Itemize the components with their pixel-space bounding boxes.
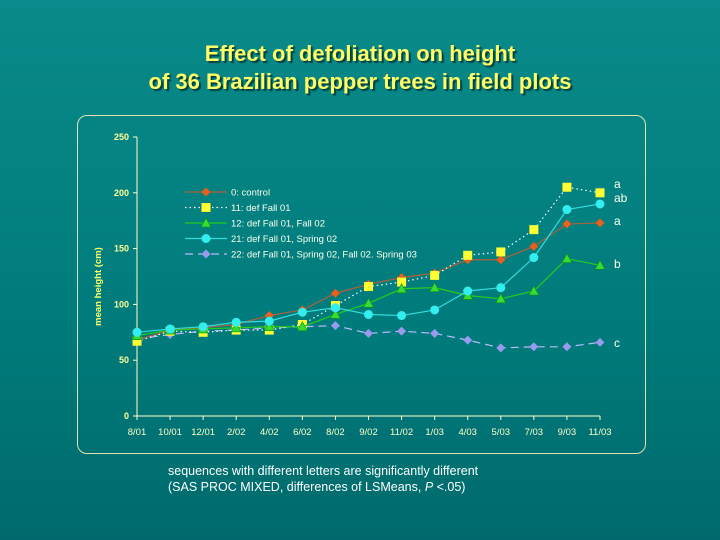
x-tick-label: 1/03 [425,427,444,438]
slide-title: Effect of defoliation on height of 36 Br… [0,40,720,96]
data-point-circle [231,317,241,327]
data-point-diamond [496,255,506,265]
data-point-diamond [330,288,340,298]
data-point-triangle [362,297,375,308]
x-tick-label: 9/03 [558,427,577,438]
data-point-circle [562,205,572,215]
data-point-square [397,277,407,287]
y-tick-label: 100 [114,299,129,309]
data-point-triangle [594,259,606,270]
data-point-diamond [562,342,572,352]
data-point-diamond [397,326,407,336]
data-point-circle [430,305,440,315]
y-tick-label: 50 [119,355,129,365]
title-line-2: of 36 Brazilian pepper trees in field pl… [148,69,572,94]
x-tick-label: 7/03 [525,427,544,438]
x-tick-label: 6/02 [293,427,312,438]
data-point-square [201,203,211,212]
footnote-text-end: <.05) [433,480,466,494]
data-point-triangle [429,282,441,292]
data-point-circle [595,199,605,209]
data-point-circle [397,311,407,321]
data-point-triangle [296,321,308,332]
x-tick-label: 8/01 [128,427,147,438]
data-point-circle [330,303,340,313]
data-point-square [496,247,506,257]
data-point-diamond [430,328,440,338]
data-point-square [529,225,539,235]
legend-label: 11: def Fall 01 [231,203,291,214]
legend-label: 21: def Fall 01, Spring 02 [231,234,337,245]
footnote: sequences with different letters are sig… [168,463,478,495]
x-tick-label: 11/03 [588,427,611,438]
data-point-diamond [496,343,506,353]
data-point-diamond [595,218,605,228]
y-tick-label: 200 [114,188,129,198]
significance-letter: b [614,257,621,271]
data-point-diamond [529,241,539,251]
data-point-square [364,282,373,292]
data-point-circle [201,234,211,243]
series-3 [132,199,605,337]
significance-letter: a [614,214,621,228]
data-point-circle [529,253,539,263]
data-point-square [562,182,572,192]
data-point-diamond [201,249,211,259]
data-point-square [132,336,142,346]
data-point-diamond [529,342,539,352]
data-point-diamond [330,321,340,331]
legend: 0: control 11: def Fall 01 12: def Fall 01… [185,187,417,261]
x-tick-label: 12/01 [191,427,215,438]
footnote-line-2: (SAS PROC MIXED, differences of LSMeans,… [168,479,478,495]
data-point-triangle [230,322,242,333]
data-point-circle [132,327,142,337]
data-point-diamond [562,219,572,229]
legend-label: 22: def Fall 01, Spring 02, Fall 02. Spr… [231,250,417,261]
significance-letter: ab [614,191,628,205]
data-point-circle [264,316,274,326]
data-point-square [463,250,473,260]
x-tick-label: 10/01 [158,427,182,438]
x-tick-label: 4/02 [260,427,279,438]
data-point-circle [297,307,307,317]
data-point-circle [165,324,175,334]
title-line-1: Effect of defoliation on height [204,41,516,66]
data-point-circle [198,322,208,332]
data-point-triangle [329,308,341,319]
legend-label: 12: def Fall 01, Fall 02 [231,219,325,230]
x-tick-label: 5/03 [492,427,511,438]
data-point-circle [496,283,506,293]
data-point-diamond [364,328,373,338]
footnote-text: (SAS PROC MIXED, differences of LSMeans, [168,480,425,494]
data-point-square [595,188,605,198]
y-tick-label: 150 [114,244,129,254]
x-tick-label: 11/02 [390,427,413,438]
x-tick-label: 9/02 [359,427,378,438]
data-point-diamond [595,337,605,347]
significance-letter: a [614,177,621,191]
y-tick-label: 250 [114,132,129,142]
footnote-p: P [424,480,434,494]
data-point-circle [364,309,373,319]
data-point-diamond [463,335,473,345]
data-point-diamond [201,187,211,197]
data-point-triangle [561,253,573,263]
significance-letter: c [614,336,620,350]
y-tick-label: 0 [124,411,129,421]
data-point-circle [463,286,473,296]
legend-label: 0: control [231,188,270,199]
footnote-line-1: sequences with different letters are sig… [168,464,479,478]
data-point-triangle [200,217,212,228]
chart-frame [77,115,646,454]
data-point-triangle [263,321,275,332]
data-point-triangle [528,285,540,296]
x-tick-label: 8/02 [326,427,345,438]
y-axis-label: mean height (cm) [93,247,104,326]
data-point-triangle [396,283,408,294]
data-point-triangle [495,293,507,304]
data-point-square [430,270,440,280]
x-tick-label: 2/02 [227,427,246,438]
x-tick-label: 4/03 [458,427,477,438]
